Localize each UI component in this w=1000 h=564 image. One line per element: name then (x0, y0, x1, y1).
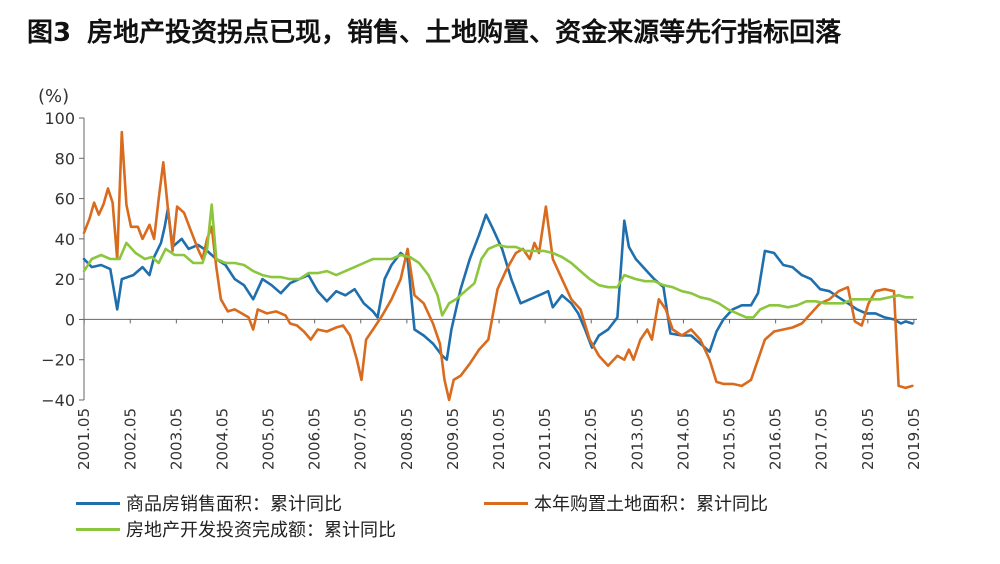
legend-label-sales: 商品房销售面积：累计同比 (126, 494, 342, 515)
y-tick-label: 40 (55, 230, 75, 249)
y-tick-label: 20 (55, 270, 75, 289)
x-tick-label: 2012.05 (582, 408, 600, 470)
title-text: 房地产投资拐点已现，销售、土地购置、资金来源等先行指标回落 (87, 18, 842, 48)
legend-swatch-sales (76, 501, 120, 505)
legend-swatch-investment (76, 527, 120, 531)
y-tick-label: −20 (41, 351, 75, 370)
x-tick-label: 2005.05 (260, 408, 278, 470)
x-tick-label: 2009.05 (444, 408, 462, 470)
y-tick-label: 100 (44, 109, 75, 128)
chart-series (82, 130, 914, 402)
x-tick-label: 2004.05 (213, 408, 231, 470)
x-tick-label: 2011.05 (536, 408, 554, 470)
x-tick-label: 2006.05 (306, 408, 324, 470)
x-tick-label: 2001.05 (75, 408, 93, 470)
y-axis-unit: (%) (38, 86, 70, 107)
legend-item-sales: 商品房销售面积：累计同比 (76, 490, 342, 516)
x-tick-label: 2014.05 (674, 408, 692, 470)
legend-label-investment: 房地产开发投资完成额：累计同比 (126, 520, 396, 541)
legend-item-investment: 房地产开发投资完成额：累计同比 (76, 516, 396, 542)
chart-title: 图3 房地产投资拐点已现，销售、土地购置、资金来源等先行指标回落 (27, 12, 841, 49)
y-tick-label: 60 (55, 190, 75, 209)
x-tick-label: 2015.05 (721, 408, 739, 470)
legend-label-land: 本年购置土地面积：累计同比 (534, 494, 768, 515)
x-tick-label: 2019.05 (905, 408, 923, 470)
x-tick-label: 2003.05 (167, 408, 185, 470)
x-tick-label: 2017.05 (813, 408, 831, 470)
x-tick-label: 2013.05 (628, 408, 646, 470)
legend-item-land: 本年购置土地面积：累计同比 (484, 490, 768, 516)
x-tick-label: 2007.05 (352, 408, 370, 470)
x-tick-label: 2010.05 (490, 408, 508, 470)
y-tick-label: −40 (41, 391, 75, 410)
x-tick-label: 2002.05 (121, 408, 139, 470)
series-line-investment (82, 203, 914, 319)
x-tick-label: 2016.05 (767, 408, 785, 470)
figure-number: 图3 (27, 18, 72, 48)
x-tick-label: 2018.05 (859, 408, 877, 470)
legend-swatch-land (484, 501, 528, 505)
y-tick-label: 80 (55, 149, 75, 168)
series-line-land-purchase (82, 130, 914, 402)
y-tick-label: 0 (65, 310, 75, 329)
x-tick-label: 2008.05 (398, 408, 416, 470)
